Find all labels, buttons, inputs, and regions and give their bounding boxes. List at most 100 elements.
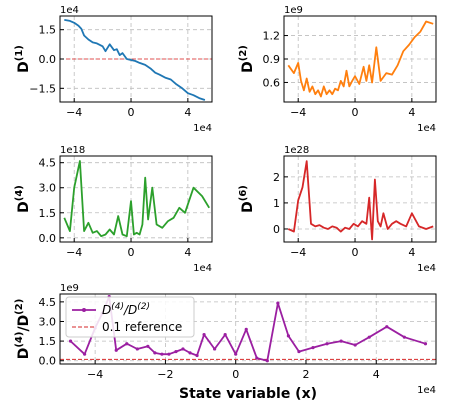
- legend: D(4)/D(2) 0.1 reference: [65, 296, 195, 338]
- y-label-sup: (6): [238, 185, 249, 201]
- y-tick-label: 2: [273, 171, 280, 184]
- data-point: [188, 351, 192, 355]
- data-point: [325, 342, 329, 346]
- y-tick-label: 1.5: [39, 24, 57, 37]
- plot-frame: [283, 155, 437, 243]
- data-point: [146, 344, 150, 348]
- data-point: [82, 352, 87, 356]
- data-point: [339, 339, 343, 343]
- data-point: [195, 353, 199, 358]
- x-axis-label: State variable (x): [179, 386, 317, 402]
- x-tick-label: −4: [290, 106, 306, 119]
- data-point: [367, 335, 371, 339]
- series-line-d2: [287, 20, 434, 98]
- data-point: [353, 343, 357, 347]
- y-label-sup: (4): [14, 332, 25, 348]
- legend-label-series: D(4)/D(2): [102, 302, 150, 317]
- x-tick-label: 4: [184, 246, 191, 259]
- data-point: [68, 339, 73, 343]
- legend-main: D: [102, 303, 111, 317]
- x-multiplier: 1e4: [193, 123, 212, 134]
- data-point: [153, 351, 157, 355]
- x-tick-label: 0: [128, 106, 135, 119]
- y-label-sup: (1): [14, 45, 25, 61]
- data-point: [223, 332, 227, 337]
- x-tick-label: 4: [408, 246, 415, 259]
- x-tick-label: −4: [290, 246, 306, 259]
- y-axis-label: D(4)/D(2): [14, 299, 32, 360]
- x-multiplier: 1e4: [417, 263, 436, 274]
- y-label-div: /D: [16, 315, 32, 332]
- data-point: [311, 346, 315, 350]
- x-multiplier: 1e4: [193, 263, 212, 274]
- x-tick-label: −2: [157, 368, 173, 381]
- x-tick-label: 4: [184, 106, 191, 119]
- x-tick-label: 0: [128, 246, 135, 259]
- y-tick-label: 0.0: [39, 53, 57, 66]
- y-tick-label: 3.0: [39, 315, 57, 328]
- y-tick-label: 1.5: [39, 207, 57, 220]
- panel-ratio: −4 −2 0 2 40.01.53.04.51e91e4D(4)/D(2)State …: [14, 283, 437, 402]
- y-tick-label: 4.5: [39, 157, 57, 170]
- y-tick-label: 3.0: [39, 182, 57, 195]
- panel-d6: −4 0 4 0 1 2 1e28 1e4 D(6): [238, 145, 437, 274]
- data-point: [174, 349, 178, 354]
- y-label-main: D: [16, 201, 32, 213]
- data-point: [160, 352, 164, 356]
- y-label-div-sup: (2): [14, 299, 25, 315]
- y-multiplier: 1e4: [60, 5, 79, 16]
- legend-sup: (2): [137, 302, 150, 312]
- y-tick-label: −1.5: [29, 82, 56, 95]
- y-tick-label: 1.2: [263, 30, 281, 43]
- y-tick-label: 0: [273, 223, 280, 236]
- data-point: [167, 352, 171, 356]
- y-label-sup: (2): [238, 45, 249, 61]
- data-point: [276, 301, 280, 305]
- series-line-d6: [287, 160, 434, 241]
- series-line-d4: [63, 160, 210, 238]
- x-tick-label: 4: [408, 106, 415, 119]
- data-point: [135, 347, 139, 351]
- data-point: [297, 349, 301, 354]
- y-tick-label: 0.0: [39, 355, 57, 368]
- data-point: [385, 325, 389, 329]
- x-tick-label: 4: [373, 368, 380, 381]
- x-tick-label: 0: [232, 368, 239, 381]
- legend-div: /D: [123, 303, 137, 317]
- y-multiplier: 1e18: [60, 145, 85, 156]
- series-line-ratio: [69, 295, 426, 362]
- legend-swatch-marker: [82, 308, 86, 312]
- x-tick-label: −4: [87, 368, 103, 381]
- x-tick-label: 0: [352, 246, 359, 259]
- plot-frame: [59, 155, 213, 243]
- data-point: [423, 342, 428, 346]
- y-multiplier: 1e28: [284, 145, 309, 156]
- y-tick-label: 0.6: [263, 76, 281, 89]
- data-point: [265, 359, 269, 363]
- plot-frame: [59, 293, 437, 365]
- data-point: [255, 356, 259, 360]
- data-point: [402, 335, 406, 339]
- y-tick-label: 1.5: [39, 335, 57, 348]
- data-point: [286, 334, 291, 338]
- y-axis-label: D(6): [238, 185, 256, 213]
- x-tick-label: −4: [66, 106, 82, 119]
- legend-label-reference: 0.1 reference: [102, 320, 182, 334]
- y-label-main: D: [240, 201, 256, 213]
- data-point: [181, 347, 185, 351]
- x-tick-label: 0: [352, 106, 359, 119]
- data-point: [114, 348, 118, 352]
- y-axis-label: D(4): [14, 185, 32, 213]
- y-label-main: D: [240, 61, 256, 73]
- y-tick-label: 0.0: [39, 232, 57, 245]
- y-label-main: D: [16, 61, 32, 73]
- y-axis-label: D(2): [238, 45, 256, 73]
- y-tick-label: 0.9: [263, 53, 281, 66]
- y-multiplier: 1e9: [60, 283, 79, 294]
- data-point: [244, 327, 248, 331]
- x-multiplier: 1e4: [417, 385, 436, 396]
- x-tick-label: 2: [302, 368, 309, 381]
